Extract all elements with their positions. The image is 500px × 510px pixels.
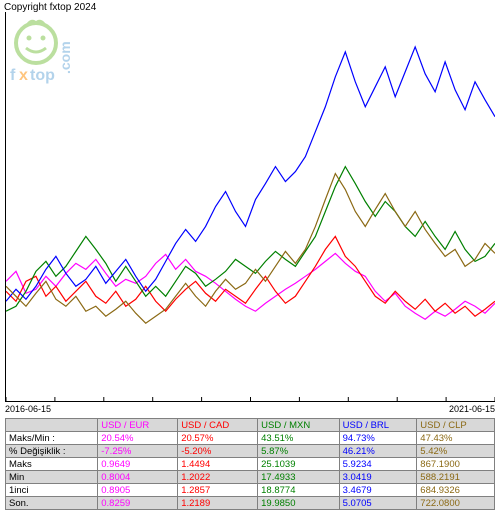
table-cell: 0.9649 [98, 458, 178, 471]
table-cell: 1.2022 [178, 471, 258, 484]
table-cell: 18.8774 [258, 484, 339, 497]
table-cell: 3.4679 [339, 484, 417, 497]
col-header: USD / MXN [258, 419, 339, 432]
table-cell: 19.9850 [258, 497, 339, 510]
table-cell: 722.0800 [417, 497, 495, 510]
table-cell: 1.4494 [178, 458, 258, 471]
table-cell: 0.8259 [98, 497, 178, 510]
table-cell: -7.25% [98, 445, 178, 458]
table-cell: 5.42% [417, 445, 495, 458]
row-label: % Değişiklik : [6, 445, 98, 458]
table-cell: 17.4933 [258, 471, 339, 484]
table-cell: -5.20% [178, 445, 258, 458]
table-cell: 20.57% [178, 432, 258, 445]
table-corner [6, 419, 98, 432]
table-cell: 25.1039 [258, 458, 339, 471]
series-line [6, 47, 495, 301]
series-line [6, 174, 495, 324]
table-cell: 20.54% [98, 432, 178, 445]
series-line [6, 253, 495, 319]
stats-table: USD / EURUSD / CADUSD / MXNUSD / BRLUSD … [5, 418, 495, 510]
table-cell: 867.1900 [417, 458, 495, 471]
table-cell: 5.87% [258, 445, 339, 458]
row-label: 1inci [6, 484, 98, 497]
x-axis-end-label: 2021-06-15 [449, 404, 495, 414]
currency-chart [5, 12, 495, 402]
table-cell: 94.73% [339, 432, 417, 445]
row-label: Maks/Min : [6, 432, 98, 445]
table-cell: 3.0419 [339, 471, 417, 484]
row-label: Maks [6, 458, 98, 471]
table-cell: 1.2189 [178, 497, 258, 510]
table-cell: 0.8004 [98, 471, 178, 484]
table-cell: 0.8905 [98, 484, 178, 497]
col-header: USD / BRL [339, 419, 417, 432]
table-cell: 47.43% [417, 432, 495, 445]
col-header: USD / EUR [98, 419, 178, 432]
table-cell: 684.9326 [417, 484, 495, 497]
table-cell: 43.51% [258, 432, 339, 445]
row-label: Son. [6, 497, 98, 510]
series-line [6, 167, 495, 312]
col-header: USD / CAD [178, 419, 258, 432]
col-header: USD / CLP [417, 419, 495, 432]
table-cell: 5.0705 [339, 497, 417, 510]
table-cell: 46.21% [339, 445, 417, 458]
table-cell: 1.2857 [178, 484, 258, 497]
x-axis-start-label: 2016-06-15 [5, 404, 51, 414]
table-cell: 588.2191 [417, 471, 495, 484]
table-cell: 5.9234 [339, 458, 417, 471]
row-label: Min [6, 471, 98, 484]
